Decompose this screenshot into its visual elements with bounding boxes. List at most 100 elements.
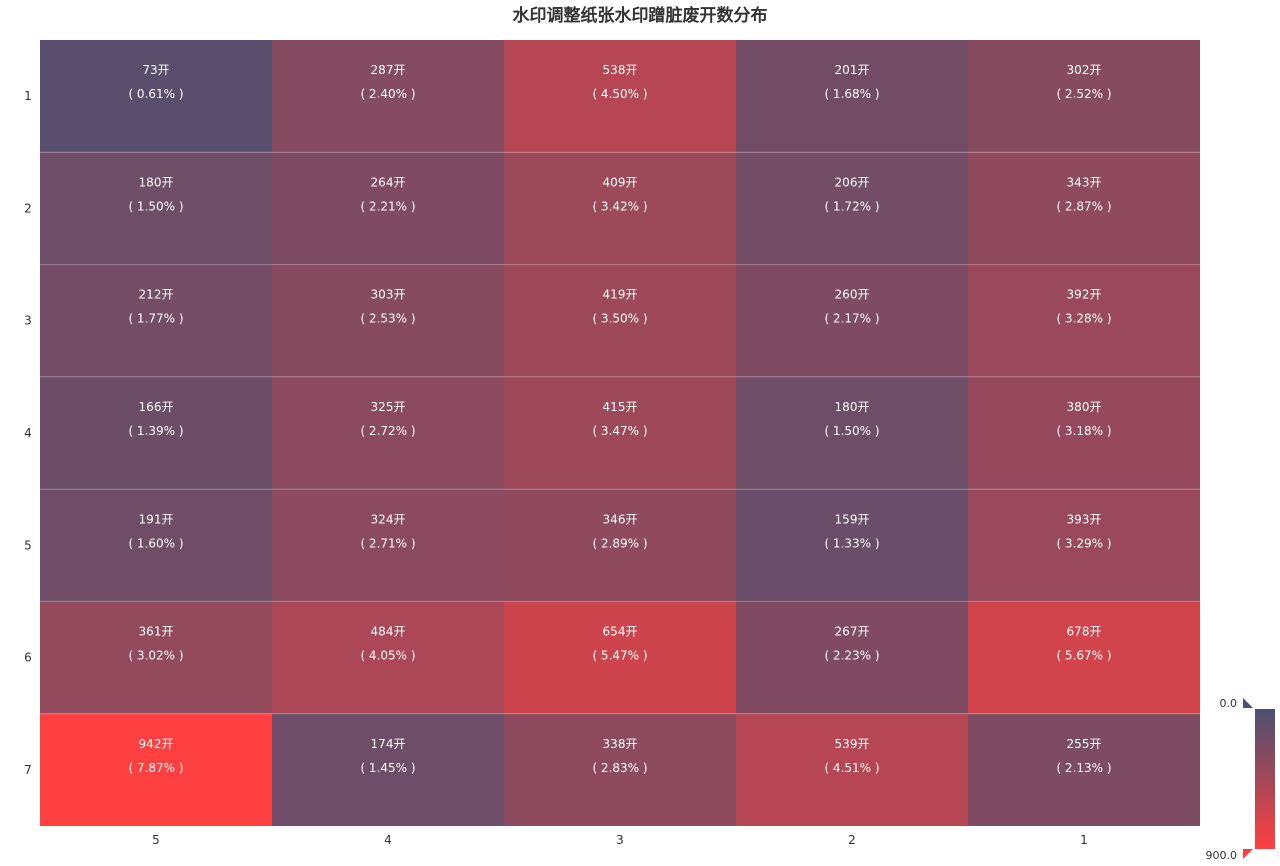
cell-percent-label: ( 3.02% ) [128,649,183,663]
cell-percent-label: ( 5.67% ) [1056,649,1111,663]
x-tick-label: 3 [616,833,624,847]
cell-value-label: 538开 [603,63,638,77]
heatmap-cell[interactable] [968,264,1200,377]
heatmap-cell[interactable] [968,152,1200,265]
cell-value-label: 201开 [835,63,870,77]
scale-max-label: 900.0 [1206,849,1238,862]
heatmap-cell[interactable] [504,489,736,602]
cell-value-label: 264开 [371,175,406,189]
cell-percent-label: ( 1.45% ) [360,761,415,775]
scale-max-handle-icon[interactable] [1243,849,1253,859]
heatmap-cell[interactable] [272,601,504,714]
heatmap-cell[interactable] [736,376,968,490]
cell-percent-label: ( 2.83% ) [592,761,647,775]
cell-value-label: 287开 [371,63,406,77]
cell-percent-label: ( 2.53% ) [360,312,415,326]
cell-percent-label: ( 2.52% ) [1056,87,1111,101]
cell-value-label: 361开 [139,625,174,639]
heatmap-cell[interactable] [504,40,736,153]
x-tick-label: 4 [384,833,392,847]
heatmap-cell[interactable] [272,40,504,153]
heatmap-cell[interactable] [968,40,1200,153]
heatmap-cell[interactable] [968,376,1200,490]
cell-value-label: 206开 [835,175,870,189]
cell-percent-label: ( 7.87% ) [128,761,183,775]
cell-value-label: 267开 [835,625,870,639]
heatmap-cells: 73开 ( 0.61% ) 287开 ( 2.40% ) 538开 ( 4.50% ) 20… [40,40,1200,826]
cell-percent-label: ( 2.23% ) [824,649,879,663]
heatmap-cell[interactable] [736,601,968,714]
heatmap-cell[interactable] [272,489,504,602]
cell-percent-label: ( 5.47% ) [592,649,647,663]
heatmap-cell[interactable] [272,713,504,826]
cell-percent-label: ( 4.05% ) [360,649,415,663]
cell-percent-label: ( 1.77% ) [128,312,183,326]
cell-value-label: 338开 [603,737,638,751]
heatmap-cell[interactable] [504,713,736,826]
cell-value-label: 380开 [1067,400,1102,414]
cell-percent-label: ( 2.21% ) [360,199,415,213]
heatmap-cell[interactable] [736,713,968,826]
heatmap-cell[interactable] [736,40,968,153]
cell-percent-label: ( 2.87% ) [1056,199,1111,213]
cell-value-label: 393开 [1067,512,1102,526]
heatmap-cell[interactable] [968,713,1200,826]
cell-percent-label: ( 3.47% ) [592,424,647,438]
y-tick-label: 4 [24,426,32,440]
heatmap-cell[interactable] [40,40,272,153]
heatmap-cell[interactable] [736,489,968,602]
cell-value-label: 324开 [371,512,406,526]
cell-value-label: 212开 [139,288,174,302]
heatmap-cell[interactable] [968,489,1200,602]
heatmap-cell[interactable] [40,376,272,490]
cell-value-label: 654开 [603,625,638,639]
scale-min-handle-icon[interactable] [1243,698,1253,708]
cell-value-label: 302开 [1067,63,1102,77]
heatmap-cell[interactable] [736,264,968,377]
heatmap-cell[interactable] [272,376,504,490]
cell-value-label: 942开 [139,737,174,751]
heatmap-cell[interactable] [40,713,272,826]
y-tick-label: 7 [24,763,32,777]
cell-value-label: 159开 [835,512,870,526]
heatmap-cell[interactable] [272,152,504,265]
heatmap-cell[interactable] [736,152,968,265]
scale-min-label: 0.0 [1220,697,1238,710]
cell-percent-label: ( 1.33% ) [824,536,879,550]
cell-percent-label: ( 3.50% ) [592,312,647,326]
cell-value-label: 539开 [835,737,870,751]
cell-percent-label: ( 2.89% ) [592,536,647,550]
y-axis-ticks: 1 2 3 4 5 6 7 [24,89,32,777]
cell-value-label: 415开 [603,400,638,414]
cell-value-label: 392开 [1067,288,1102,302]
y-tick-label: 5 [24,538,32,552]
heatmap-cell[interactable] [504,376,736,490]
cell-value-label: 166开 [139,400,174,414]
cell-value-label: 174开 [371,737,406,751]
heatmap-cell[interactable] [40,264,272,377]
heatmap-cell[interactable] [40,152,272,265]
cell-percent-label: ( 1.60% ) [128,536,183,550]
heatmap-cell[interactable] [504,152,736,265]
heatmap-cell[interactable] [272,264,504,377]
heatmap-cell[interactable] [968,601,1200,714]
cell-value-label: 484开 [371,625,406,639]
cell-percent-label: ( 2.72% ) [360,424,415,438]
cell-value-label: 678开 [1067,625,1102,639]
cell-value-label: 325开 [371,400,406,414]
cell-percent-label: ( 4.51% ) [824,761,879,775]
y-tick-label: 6 [24,651,32,665]
color-scale-bar[interactable] [1255,709,1275,849]
cell-percent-label: ( 2.13% ) [1056,761,1111,775]
cell-percent-label: ( 3.42% ) [592,199,647,213]
cell-percent-label: ( 3.18% ) [1056,424,1111,438]
heatmap-cell[interactable] [504,264,736,377]
y-tick-label: 1 [24,89,32,103]
heatmap-cell[interactable] [504,601,736,714]
color-scale-legend[interactable]: 0.0 900.0 [1206,697,1276,862]
heatmap-cell[interactable] [40,601,272,714]
heatmap-cell[interactable] [40,489,272,602]
y-tick-label: 3 [24,314,32,328]
cell-percent-label: ( 1.68% ) [824,87,879,101]
